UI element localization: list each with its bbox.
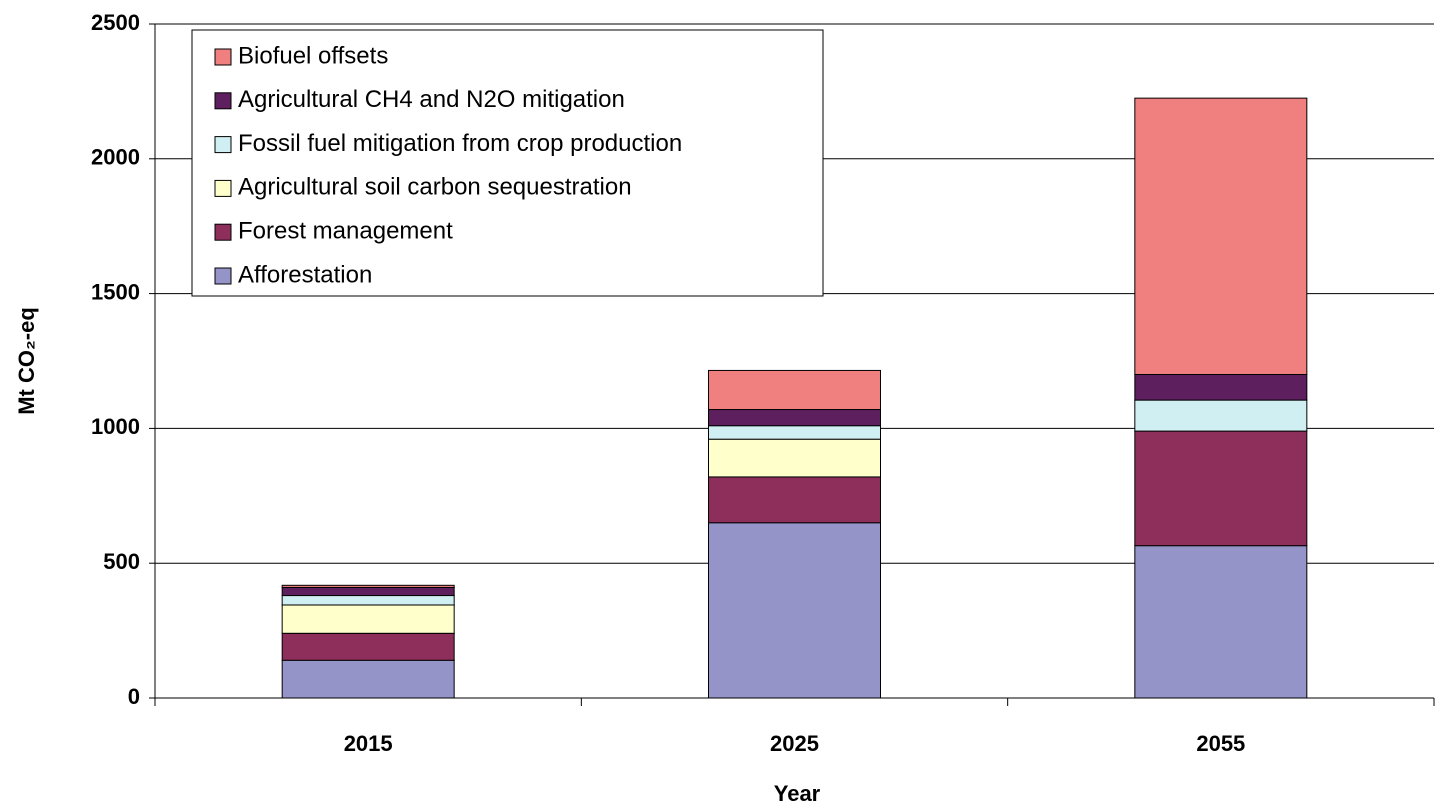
bar-segment xyxy=(281,586,455,597)
bar-segment xyxy=(1134,399,1308,432)
bar-segment xyxy=(1134,545,1308,699)
bar-segment xyxy=(1134,373,1308,401)
bar-segment xyxy=(1134,430,1308,547)
y-axis-title: Mt CO₂-eq xyxy=(14,307,39,415)
legend-swatch xyxy=(214,179,232,197)
bar-segment xyxy=(281,632,455,661)
x-tick-label: 2055 xyxy=(1196,731,1245,756)
bar-segment xyxy=(708,369,881,411)
legend-label: Biofuel offsets xyxy=(238,42,388,69)
bar-segment xyxy=(708,438,881,478)
legend-label: Forest management xyxy=(238,218,453,245)
bar-segment xyxy=(281,584,455,588)
bar-segment xyxy=(281,604,455,634)
bar-segment xyxy=(708,476,881,524)
y-tick-label: 500 xyxy=(103,549,140,574)
y-tick-label: 2000 xyxy=(91,145,140,170)
legend-label: Agricultural CH4 and N2O mitigation xyxy=(238,86,625,113)
x-axis-title: Year xyxy=(774,781,821,806)
bar-segment xyxy=(281,659,455,699)
legend-swatch xyxy=(214,223,232,241)
x-tick-label: 2015 xyxy=(344,731,393,756)
y-tick-label: 1500 xyxy=(91,279,140,304)
bar-segment xyxy=(708,425,881,440)
legend-box xyxy=(191,29,824,297)
bar-segment xyxy=(708,409,881,427)
legend-label: Afforestation xyxy=(238,261,372,288)
x-tick-label: 2025 xyxy=(770,731,819,756)
legend-swatch xyxy=(214,92,232,110)
y-tick-label: 2500 xyxy=(91,10,140,35)
bar-segment xyxy=(708,522,881,699)
legend-swatch xyxy=(214,267,232,285)
y-tick-label: 0 xyxy=(128,684,140,709)
y-tick-label: 1000 xyxy=(91,414,140,439)
legend-label: Agricultural soil carbon sequestration xyxy=(238,174,632,201)
legend-swatch xyxy=(214,48,232,66)
bar-segment xyxy=(281,595,455,606)
bar-segment xyxy=(1134,97,1308,375)
legend-label: Fossil fuel mitigation from crop product… xyxy=(238,130,682,157)
legend-swatch xyxy=(214,136,232,154)
